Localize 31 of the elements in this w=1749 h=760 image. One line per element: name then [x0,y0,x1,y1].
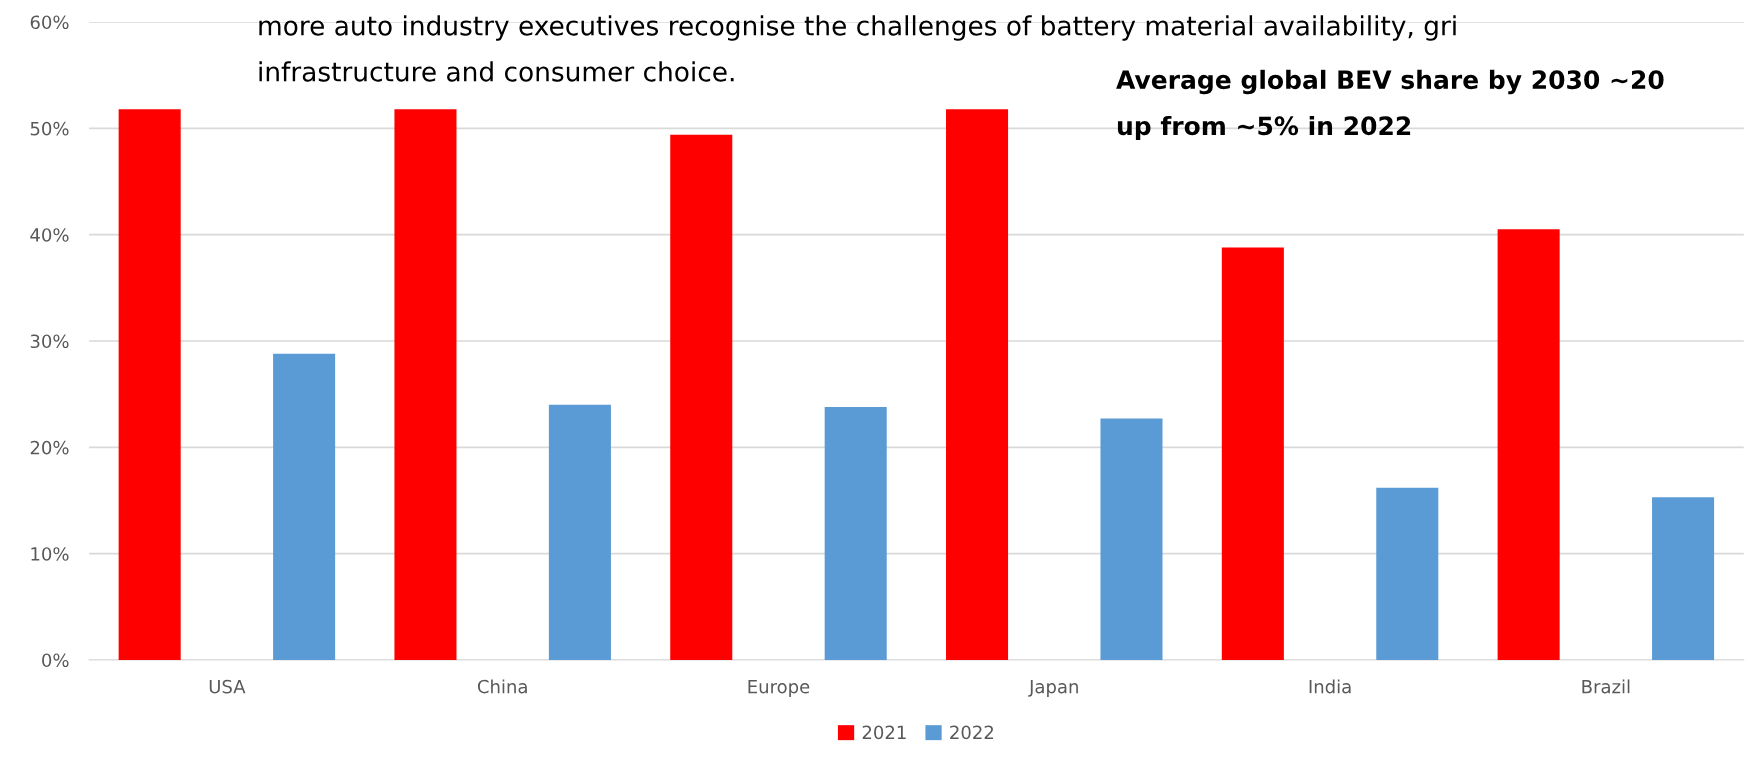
bar [548,404,611,660]
x-tick-label: Japan [1028,680,1078,697]
annotation: up from ~5% in 2022 [1117,115,1411,141]
annotation: Average global BEV share by 2030 ~20 [1116,69,1664,95]
y-tick-label: 0% [42,653,69,668]
x-tick-label: India [1309,679,1351,694]
y-tick-label: 20% [30,440,69,455]
bar [824,406,887,660]
x-tick-label: USA [209,679,246,694]
x-tick-label: Brazil [1582,679,1630,694]
bar [1376,487,1439,660]
bar [1221,247,1284,660]
annotation: more auto industry executives recognise the challenges of battery material availability, gri [259,15,1456,41]
y-tick-label: 30% [30,334,69,349]
legend-label: 2021 [862,725,906,740]
bar [1497,229,1560,660]
y-tick-label: 50% [30,121,69,136]
bar [118,109,181,660]
y-tick-label: 40% [30,228,69,242]
legend-label: 2022 [950,725,994,740]
x-tick-label: Europe [748,680,810,697]
x-tick-label: China [477,679,527,694]
bar [1100,418,1163,660]
y-tick-label: 10% [31,547,69,561]
bar [394,109,457,660]
bar [273,353,336,660]
bar [946,109,1009,660]
bar [670,134,733,660]
annotation: infrastructure and consumer choice. [259,61,734,82]
y-tick-label: 60% [30,15,69,30]
bar [1652,497,1715,660]
